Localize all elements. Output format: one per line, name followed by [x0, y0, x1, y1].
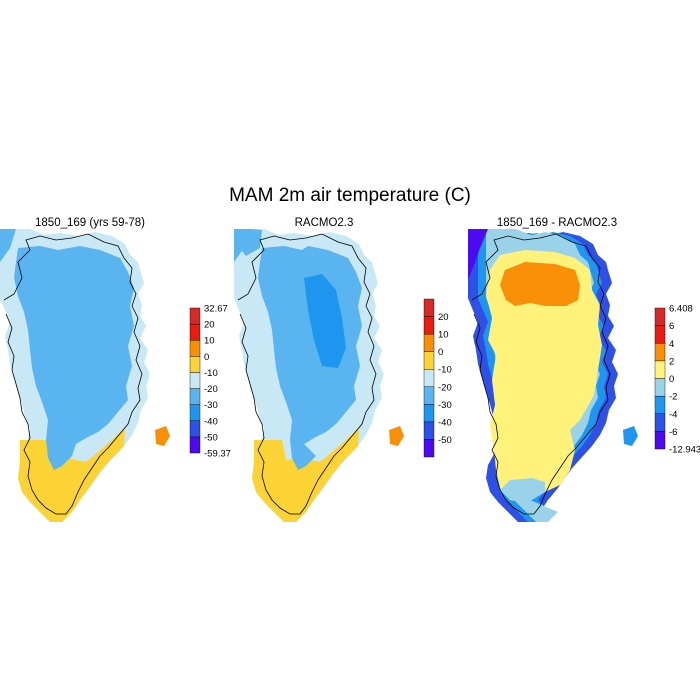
- field-region-warm: [252, 428, 359, 522]
- colorbar-tick-label: 0: [438, 347, 443, 358]
- panel-title-racmo: RACMO2.3: [295, 217, 354, 229]
- field-region-ellesmere: [468, 229, 488, 280]
- colorbar-swatch: [654, 307, 666, 326]
- colorbar-tick-label: 6.408: [669, 304, 693, 315]
- colorbar-model: -59.37 -50 -40 -30 -20 -10 0 10 20 32.67: [189, 304, 231, 460]
- colorbar-tick-label: -59.37: [204, 449, 231, 460]
- colorbar-swatch: [654, 360, 666, 379]
- colorbar-tick-label: -12.943: [669, 445, 700, 456]
- colorbar-swatch: [189, 436, 201, 454]
- colorbar-tick-label: -10: [204, 368, 218, 379]
- colorbar-tick-label: 4: [669, 339, 674, 350]
- colorbar-tick-label: 2: [669, 356, 674, 367]
- field-region-iceland: [155, 426, 170, 446]
- field-region-iceland: [389, 426, 404, 446]
- panel-model: 1850_169 (yrs 59-78) -59.37-50-40-30-20-…: [0, 217, 231, 522]
- colorbar-swatch: [423, 298, 435, 317]
- colorbar-tick-label: 20: [438, 312, 449, 323]
- colorbar-swatch: [654, 378, 666, 397]
- colorbar-swatch: [189, 420, 201, 438]
- colorbar-swatch: [189, 307, 201, 325]
- colorbar-swatch: [654, 395, 666, 414]
- colorbar-swatch: [654, 343, 666, 362]
- field-region-iceland: [623, 426, 638, 446]
- figure-title: MAM 2m air temperature (C): [229, 185, 471, 206]
- colorbar-swatch: [423, 333, 435, 352]
- colorbar-difference: -12.943 -6 -4 -2 0 2 4 6 6.408: [654, 304, 700, 456]
- colorbar-tick-label: -4: [669, 409, 677, 420]
- field-region-core: [14, 246, 134, 470]
- colorbar-swatch: [189, 340, 201, 357]
- field-region-cold-core: [304, 274, 346, 368]
- colorbar-swatch: [423, 316, 435, 335]
- colorbar-tick-label: 32.67: [204, 304, 228, 315]
- colorbar-swatch: [189, 323, 201, 341]
- colorbar-tick-label: -50: [438, 435, 452, 446]
- colorbar-swatch: [423, 369, 435, 387]
- colorbar-tick-label: -40: [204, 416, 218, 427]
- colorbar-tick-label: -10: [438, 365, 452, 376]
- coastline: [471, 233, 611, 515]
- field-region-ellesmere: [0, 229, 16, 262]
- colorbar-swatch: [423, 404, 435, 423]
- colorbar-tick-label: -20: [438, 382, 452, 393]
- colorbar-tick-label: -20: [204, 384, 218, 395]
- colorbar-swatch: [654, 325, 666, 344]
- colorbar-tick-label: -6: [669, 427, 677, 438]
- colorbar-tick-label: -40: [438, 417, 452, 428]
- panel-difference: 1850_169 - RACMO2.3 -12.943 -6 -4 -2 0 2 4 6 6.4…: [468, 217, 700, 522]
- colorbar-swatch: [423, 421, 435, 440]
- field-region-south: [500, 478, 545, 503]
- colorbar-racmo: -50 -40 -30 -20 -10 0 10 20: [423, 298, 452, 458]
- colorbar-tick-label: 10: [204, 336, 215, 347]
- colorbar-swatch: [189, 404, 201, 421]
- map-racmo: [234, 229, 404, 522]
- colorbar-tick-label: 0: [204, 352, 209, 363]
- colorbar-tick-label: -50: [204, 432, 218, 443]
- coastline: [3, 233, 143, 515]
- colorbar-swatch: [189, 372, 201, 389]
- panel-title-difference: 1850_169 - RACMO2.3: [497, 217, 617, 229]
- field-region-core: [486, 250, 602, 502]
- colorbar-swatch: [423, 386, 435, 405]
- map-model: [0, 229, 170, 522]
- colorbar-swatch: [654, 431, 666, 450]
- colorbar-swatch: [423, 351, 435, 370]
- colorbar-swatch: [654, 413, 666, 432]
- colorbar-tick-label: -30: [438, 400, 452, 411]
- map-difference: [468, 229, 638, 522]
- colorbar-tick-label: 20: [204, 320, 215, 331]
- panel-racmo: RACMO2.3 -50 -40 -30 -20 -10 0 10 20: [234, 217, 452, 522]
- field-region-warm: [500, 262, 580, 306]
- colorbar-swatch: [423, 439, 435, 458]
- colorbar-tick-label: 10: [438, 330, 449, 341]
- coastline: [237, 233, 377, 515]
- field-region-warm: [18, 428, 125, 522]
- field-region-ellesmere: [234, 229, 250, 262]
- colorbar-tick-label: 0: [669, 374, 674, 385]
- colorbar-swatch: [189, 388, 201, 405]
- panel-title-model: 1850_169 (yrs 59-78): [35, 217, 145, 229]
- colorbar-swatch: [189, 356, 201, 373]
- colorbar-tick-label: -2: [669, 392, 677, 403]
- colorbar-tick-label: 6: [669, 321, 674, 332]
- colorbar-tick-label: -30: [204, 400, 218, 411]
